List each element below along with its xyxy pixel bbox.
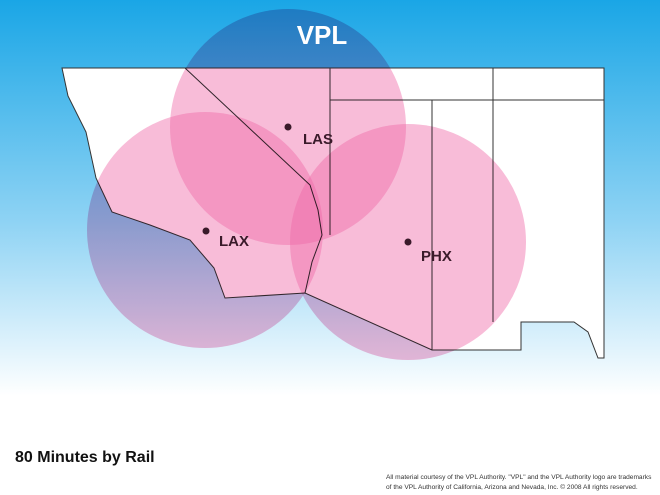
caption: 80 Minutes by Rail xyxy=(15,449,155,466)
title: VPL xyxy=(297,20,348,50)
city-dot xyxy=(284,123,292,131)
footer-line: of the VPL Authority of California, Ariz… xyxy=(386,483,638,491)
footer-line: All material courtesy of the VPL Authori… xyxy=(386,474,652,481)
city-dot xyxy=(404,238,412,246)
city-label: PHX xyxy=(421,248,452,265)
city-label: LAX xyxy=(219,233,249,250)
city-dot xyxy=(202,227,210,235)
city-label: LAS xyxy=(303,131,333,148)
